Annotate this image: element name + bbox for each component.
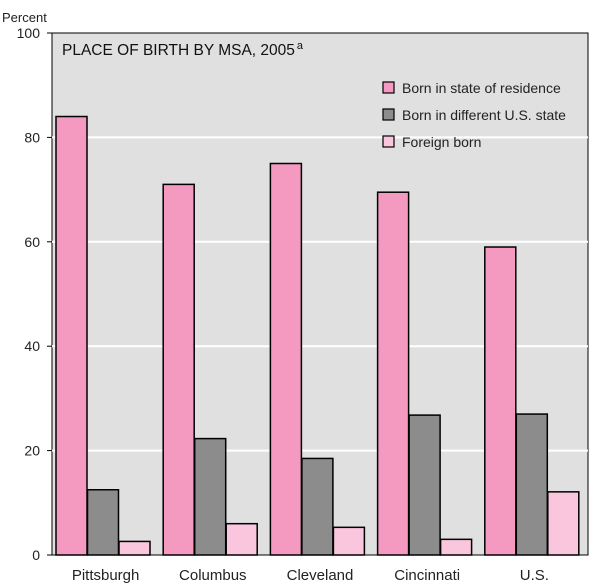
bar-pittsburgh-series-2 xyxy=(86,489,120,556)
bar-columbus-series-3 xyxy=(225,522,258,556)
category-label: U.S. xyxy=(520,567,549,584)
bar-us-series-1 xyxy=(484,246,517,556)
legend-swatch xyxy=(382,135,395,148)
y-tick-label: 60 xyxy=(24,234,40,250)
bar-cleveland-series-2 xyxy=(301,457,334,556)
y-axis-label: Percent xyxy=(2,10,47,25)
chart-title-text: PLACE OF BIRTH BY MSA, 2005 xyxy=(62,42,295,59)
y-tick-label: 0 xyxy=(32,547,40,563)
y-tick-label: 80 xyxy=(24,129,40,145)
legend-swatch xyxy=(382,108,395,121)
category-label: Cincinnati xyxy=(394,567,460,584)
y-tick-label: 20 xyxy=(24,443,40,459)
chart-title: PLACE OF BIRTH BY MSA, 2005 a xyxy=(62,40,304,59)
bar-columbus-series-1 xyxy=(162,183,195,556)
bar-cincinnati-series-1 xyxy=(376,191,410,556)
y-tick-label: 40 xyxy=(24,338,40,354)
category-label: Columbus xyxy=(179,567,247,584)
legend-label: Born in state of residence xyxy=(402,80,561,96)
bar-cincinnati-series-2 xyxy=(408,414,441,556)
bar-pittsburgh-series-3 xyxy=(118,540,151,556)
category-label: Pittsburgh xyxy=(72,567,140,584)
legend: Born in state of residence Born in differ… xyxy=(382,80,566,150)
chart-title-superscript: a xyxy=(297,40,304,52)
bar-cleveland-series-1 xyxy=(269,162,303,556)
bar-columbus-series-2 xyxy=(193,437,227,556)
bar-pittsburgh-series-1 xyxy=(55,115,88,556)
bar-cleveland-series-3 xyxy=(332,526,366,556)
bar-us-series-3 xyxy=(547,491,580,556)
y-tick-label: 100 xyxy=(17,25,41,41)
y-axis-ticks: 0 20 40 60 80 100 xyxy=(17,25,52,563)
legend-swatch xyxy=(382,81,395,94)
bar-us-series-2 xyxy=(515,413,549,556)
legend-label: Born in different U.S. state xyxy=(402,107,566,123)
category-label: Cleveland xyxy=(287,567,354,584)
category-labels: Pittsburgh Columbus Cleveland Cincinnati U.S… xyxy=(72,567,549,584)
bars xyxy=(55,115,580,556)
bar-cincinnati-series-3 xyxy=(439,538,473,556)
legend-label: Foreign born xyxy=(402,134,481,150)
